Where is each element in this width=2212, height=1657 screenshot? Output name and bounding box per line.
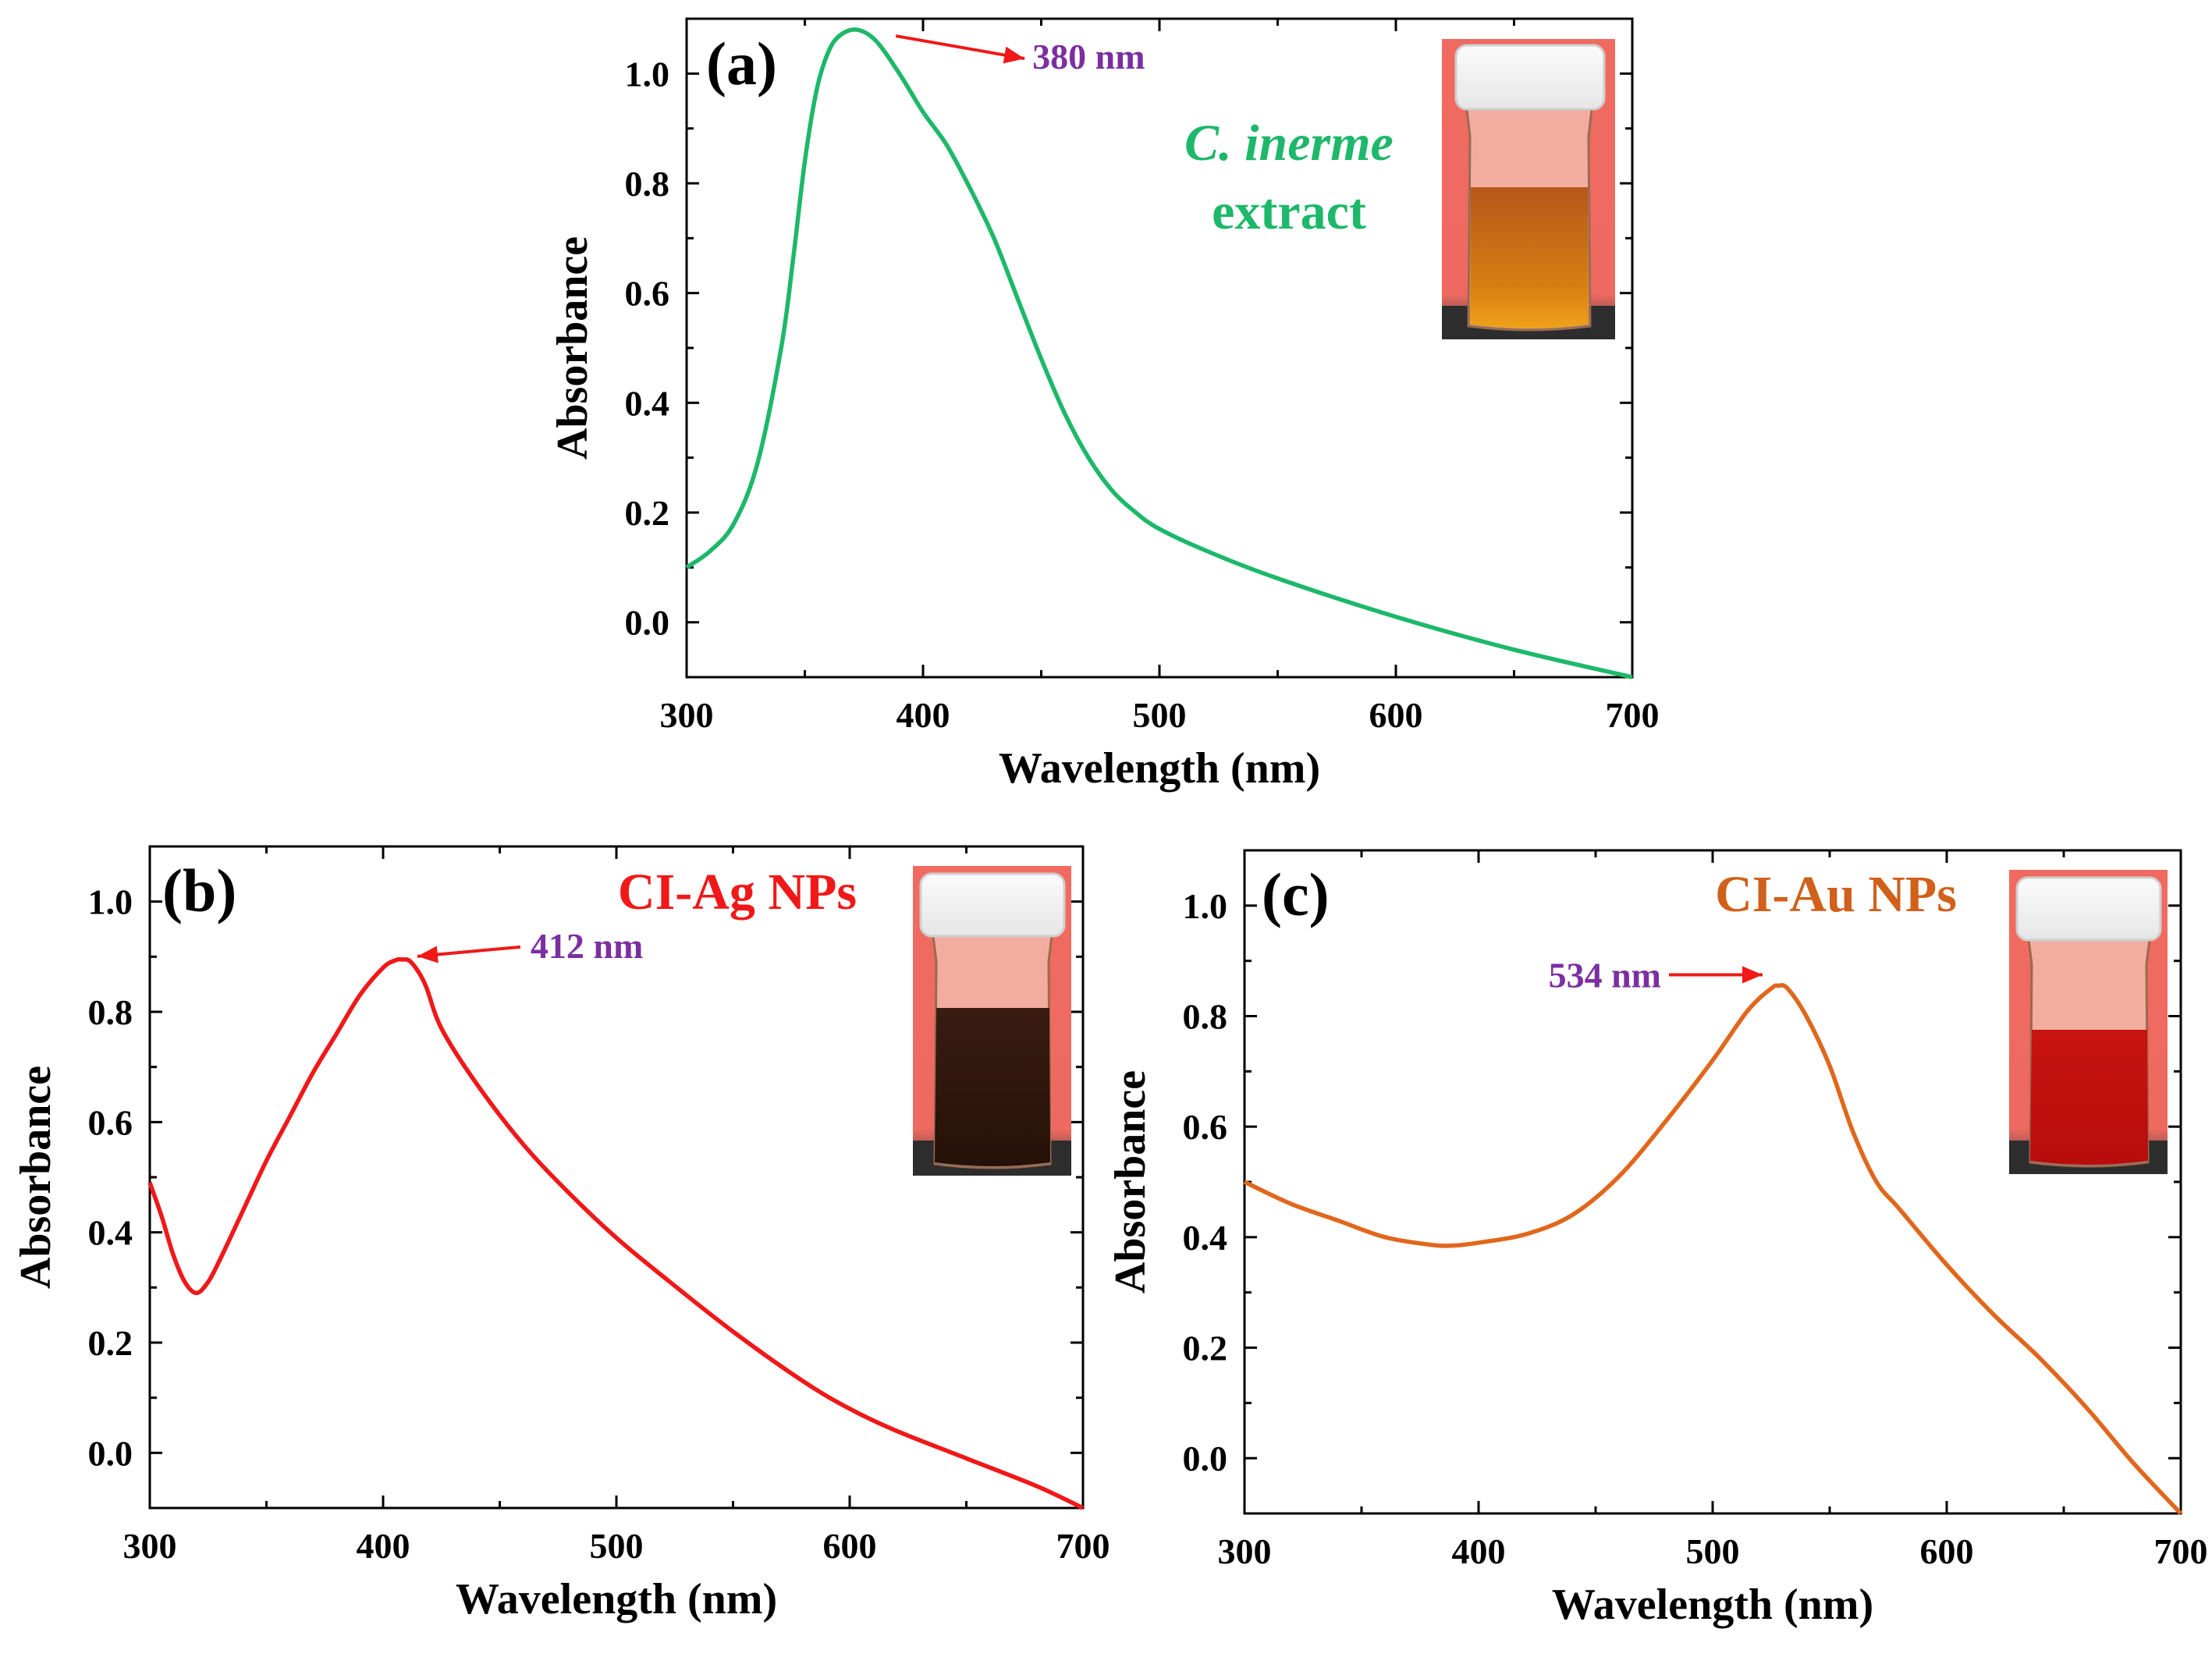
panel-b-sample-label: CI-Ag NPs (618, 864, 857, 921)
x-tick-label-c: 300 (1218, 1531, 1272, 1571)
panel-a-inset-photo (1442, 39, 1615, 339)
x-tick-label-a: 600 (1369, 695, 1423, 735)
x-tick-label-c: 700 (2154, 1531, 2208, 1571)
panel-a-label: (a) (706, 30, 777, 98)
x-tick-label-a: 300 (660, 695, 714, 735)
panel-c-sample-label: CI-Au NPs (1715, 866, 1957, 923)
panel-c-label: (c) (1262, 860, 1330, 928)
panel-a-sample-label: C. inerme (1184, 115, 1394, 172)
y-axis-title-a: Absorbance (549, 236, 597, 459)
y-tick-label-c: 0.6 (1183, 1107, 1228, 1147)
panel-b-inset-photo (913, 866, 1071, 1176)
y-tick-label-b: 0.4 (88, 1213, 133, 1253)
panel-b: CI-Ag NPs (b) 300 400 500 600 700 0.0 0.2 0.4 0.… (12, 845, 1110, 1623)
series-line-a (685, 27, 1633, 679)
inset-a-cap (1454, 44, 1606, 111)
y-tick-label-a: 0.2 (625, 493, 670, 533)
x-axis-title-b: Wavelength (nm) (456, 1575, 777, 1623)
x-tick-label-b: 500 (590, 1526, 644, 1566)
y-tick-label-c: 0.2 (1183, 1329, 1228, 1368)
series-line-b (147, 956, 1085, 1510)
inset-a-liquid (1470, 187, 1589, 328)
x-tick-label-c: 500 (1686, 1531, 1740, 1571)
panel-b-label: (b) (162, 857, 236, 924)
x-tick-label-a: 400 (897, 695, 950, 735)
x-tick-label-a: 700 (1606, 695, 1660, 735)
y-axis-title-b: Absorbance (12, 1066, 60, 1289)
x-tick-label-b: 600 (823, 1526, 877, 1566)
peak-annotation-b: 412 nm (531, 926, 643, 966)
panel-a: C. inerme extract (a) 300 400 500 600 700 0.0… (549, 17, 1660, 793)
y-tick-label-a: 1.0 (625, 54, 670, 94)
y-tick-label-b: 0.8 (88, 992, 133, 1032)
peak-arrow-a-head (1003, 46, 1025, 64)
x-tick-label-b: 400 (357, 1526, 410, 1566)
inset-c-cap (2015, 876, 2162, 942)
peak-arrow-a-shaft (895, 34, 1025, 61)
y-tick-label-b: 0.6 (88, 1102, 133, 1142)
y-tick-label-b: 0.0 (88, 1433, 133, 1473)
y-tick-label-c: 1.0 (1183, 886, 1228, 926)
y-tick-label-b: 1.0 (88, 882, 133, 922)
x-tick-label-c: 600 (1920, 1531, 1974, 1571)
x-axis-title-a: Wavelength (nm) (999, 744, 1320, 793)
inset-c-liquid (2030, 1030, 2148, 1165)
peak-arrow-b-head (417, 946, 438, 963)
peak-annotation-c: 534 nm (1549, 956, 1661, 995)
y-tick-label-a: 0.8 (625, 164, 670, 204)
y-tick-label-a: 0.4 (625, 383, 670, 423)
y-tick-label-c: 0.8 (1183, 997, 1228, 1037)
panel-c-inset-photo (2009, 870, 2168, 1174)
series-line-c (1243, 983, 2183, 1515)
y-axis-title-c: Absorbance (1106, 1070, 1155, 1293)
x-tick-label-a: 500 (1133, 695, 1187, 735)
x-axis-title-c: Wavelength (nm) (1552, 1581, 1873, 1629)
peak-arrow-c-head (1742, 966, 1763, 984)
y-tick-label-b: 0.2 (88, 1323, 133, 1363)
peak-annotation-a: 380 nm (1032, 37, 1145, 76)
y-tick-label-a: 0.6 (625, 274, 670, 314)
panel-a-sample-label-line2: extract (1212, 183, 1366, 240)
y-tick-label-c: 0.4 (1183, 1218, 1228, 1258)
inset-b-cap (919, 872, 1066, 938)
x-tick-label-b: 300 (123, 1526, 177, 1566)
y-tick-label-a: 0.0 (625, 603, 670, 643)
inset-b-liquid (935, 1008, 1050, 1166)
y-tick-label-c: 0.0 (1183, 1439, 1228, 1478)
x-tick-label-b: 700 (1056, 1526, 1110, 1566)
panel-c: CI-Au NPs (c) 300 400 500 600 700 0.0 0.2 0.4 0.… (1106, 849, 2208, 1629)
x-tick-label-c: 400 (1452, 1531, 1506, 1571)
